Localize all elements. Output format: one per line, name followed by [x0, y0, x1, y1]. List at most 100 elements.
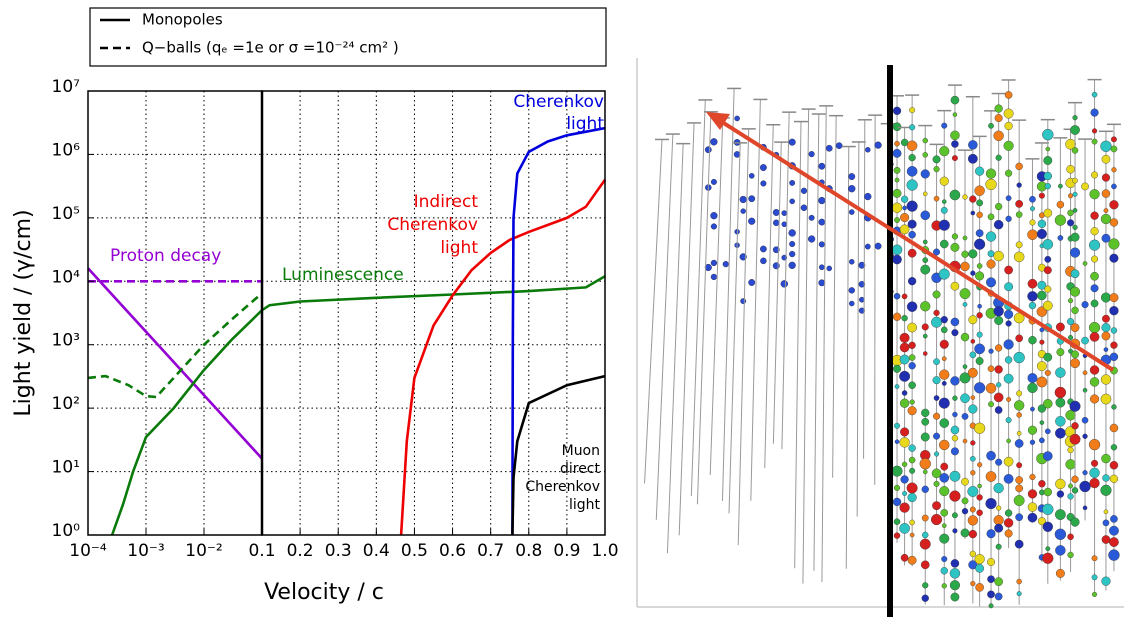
- hit: [900, 213, 910, 223]
- hit: [891, 465, 903, 477]
- hit: [858, 261, 866, 269]
- hit: [970, 455, 976, 462]
- hit: [1054, 214, 1066, 226]
- hit: [909, 532, 915, 538]
- hit: [1039, 327, 1045, 333]
- hit: [1015, 334, 1023, 343]
- hit: [1109, 200, 1119, 210]
- plot-frame: [87, 90, 263, 536]
- curve: [399, 178, 607, 536]
- hit: [1110, 327, 1118, 334]
- hit: [995, 154, 1002, 161]
- hit: [968, 529, 977, 539]
- string: [721, 88, 735, 502]
- hit: [1111, 136, 1117, 143]
- hit: [941, 380, 947, 386]
- curve: [511, 374, 606, 536]
- hit: [976, 312, 983, 319]
- hit: [968, 404, 978, 414]
- hit: [1101, 535, 1111, 544]
- hit: [748, 195, 756, 203]
- hit: [772, 209, 780, 216]
- hit: [704, 263, 712, 272]
- hit: [960, 528, 970, 538]
- hit: [740, 298, 747, 305]
- hit: [941, 583, 947, 589]
- hit: [902, 205, 907, 211]
- hit: [1027, 489, 1038, 499]
- hit: [893, 484, 901, 491]
- hit: [1101, 173, 1111, 182]
- annotation: Luminescence: [282, 265, 404, 285]
- hit: [1110, 444, 1118, 451]
- hit: [920, 301, 931, 312]
- hit: [1072, 177, 1078, 184]
- hit: [1038, 192, 1045, 199]
- hit: [950, 242, 960, 252]
- hit: [1109, 218, 1119, 227]
- hit: [994, 104, 1003, 113]
- hit: [1056, 490, 1065, 498]
- hit: [1065, 138, 1076, 150]
- hit: [1109, 306, 1119, 316]
- hit: [1043, 487, 1052, 497]
- hit: [1090, 108, 1099, 117]
- hit: [920, 264, 931, 275]
- hit: [940, 206, 948, 214]
- hit: [1005, 215, 1012, 222]
- hit: [950, 130, 960, 141]
- hit: [1029, 195, 1036, 203]
- hit: [1044, 428, 1051, 435]
- hit: [760, 245, 767, 253]
- hit: [976, 199, 984, 207]
- hit: [994, 523, 1004, 533]
- hit: [987, 250, 995, 258]
- hit: [950, 447, 959, 456]
- hit: [1089, 239, 1101, 251]
- legend-label: Monopoles: [142, 11, 223, 29]
- hit: [933, 248, 941, 256]
- string: [709, 117, 724, 476]
- hit: [907, 248, 917, 258]
- hit: [1043, 171, 1052, 181]
- hit: [1101, 233, 1111, 243]
- string: [678, 122, 695, 536]
- hit: [1013, 251, 1025, 263]
- hit: [1015, 513, 1024, 522]
- hit: [1003, 456, 1014, 467]
- hit: [932, 290, 941, 299]
- hit: [1055, 427, 1066, 439]
- hit: [994, 577, 1003, 586]
- hit: [986, 529, 996, 539]
- hit: [788, 138, 796, 146]
- hit: [922, 152, 928, 158]
- hit: [987, 558, 996, 567]
- y-tick-label: 10⁴: [52, 267, 81, 287]
- hit: [1067, 551, 1074, 559]
- hit: [858, 307, 865, 314]
- hit: [1045, 546, 1051, 552]
- hit: [922, 137, 928, 144]
- hit: [940, 508, 949, 517]
- track-arrow: [706, 112, 730, 130]
- hit: [739, 253, 747, 261]
- hit: [920, 432, 930, 442]
- hit: [808, 214, 815, 221]
- hit: [710, 212, 718, 220]
- hit: [994, 406, 1003, 414]
- hit: [967, 367, 978, 378]
- hit: [934, 451, 940, 457]
- hit: [907, 555, 917, 565]
- hit: [987, 590, 995, 599]
- hit: [1100, 393, 1112, 405]
- hit: [985, 382, 997, 394]
- hit: [1016, 182, 1022, 188]
- hit: [996, 382, 1002, 388]
- hit: [970, 395, 976, 400]
- hit: [908, 444, 916, 452]
- hit: [1068, 483, 1074, 489]
- hit: [974, 343, 985, 355]
- hit: [848, 287, 855, 294]
- annotation: Cherenkov: [387, 215, 478, 235]
- hit: [1070, 125, 1080, 135]
